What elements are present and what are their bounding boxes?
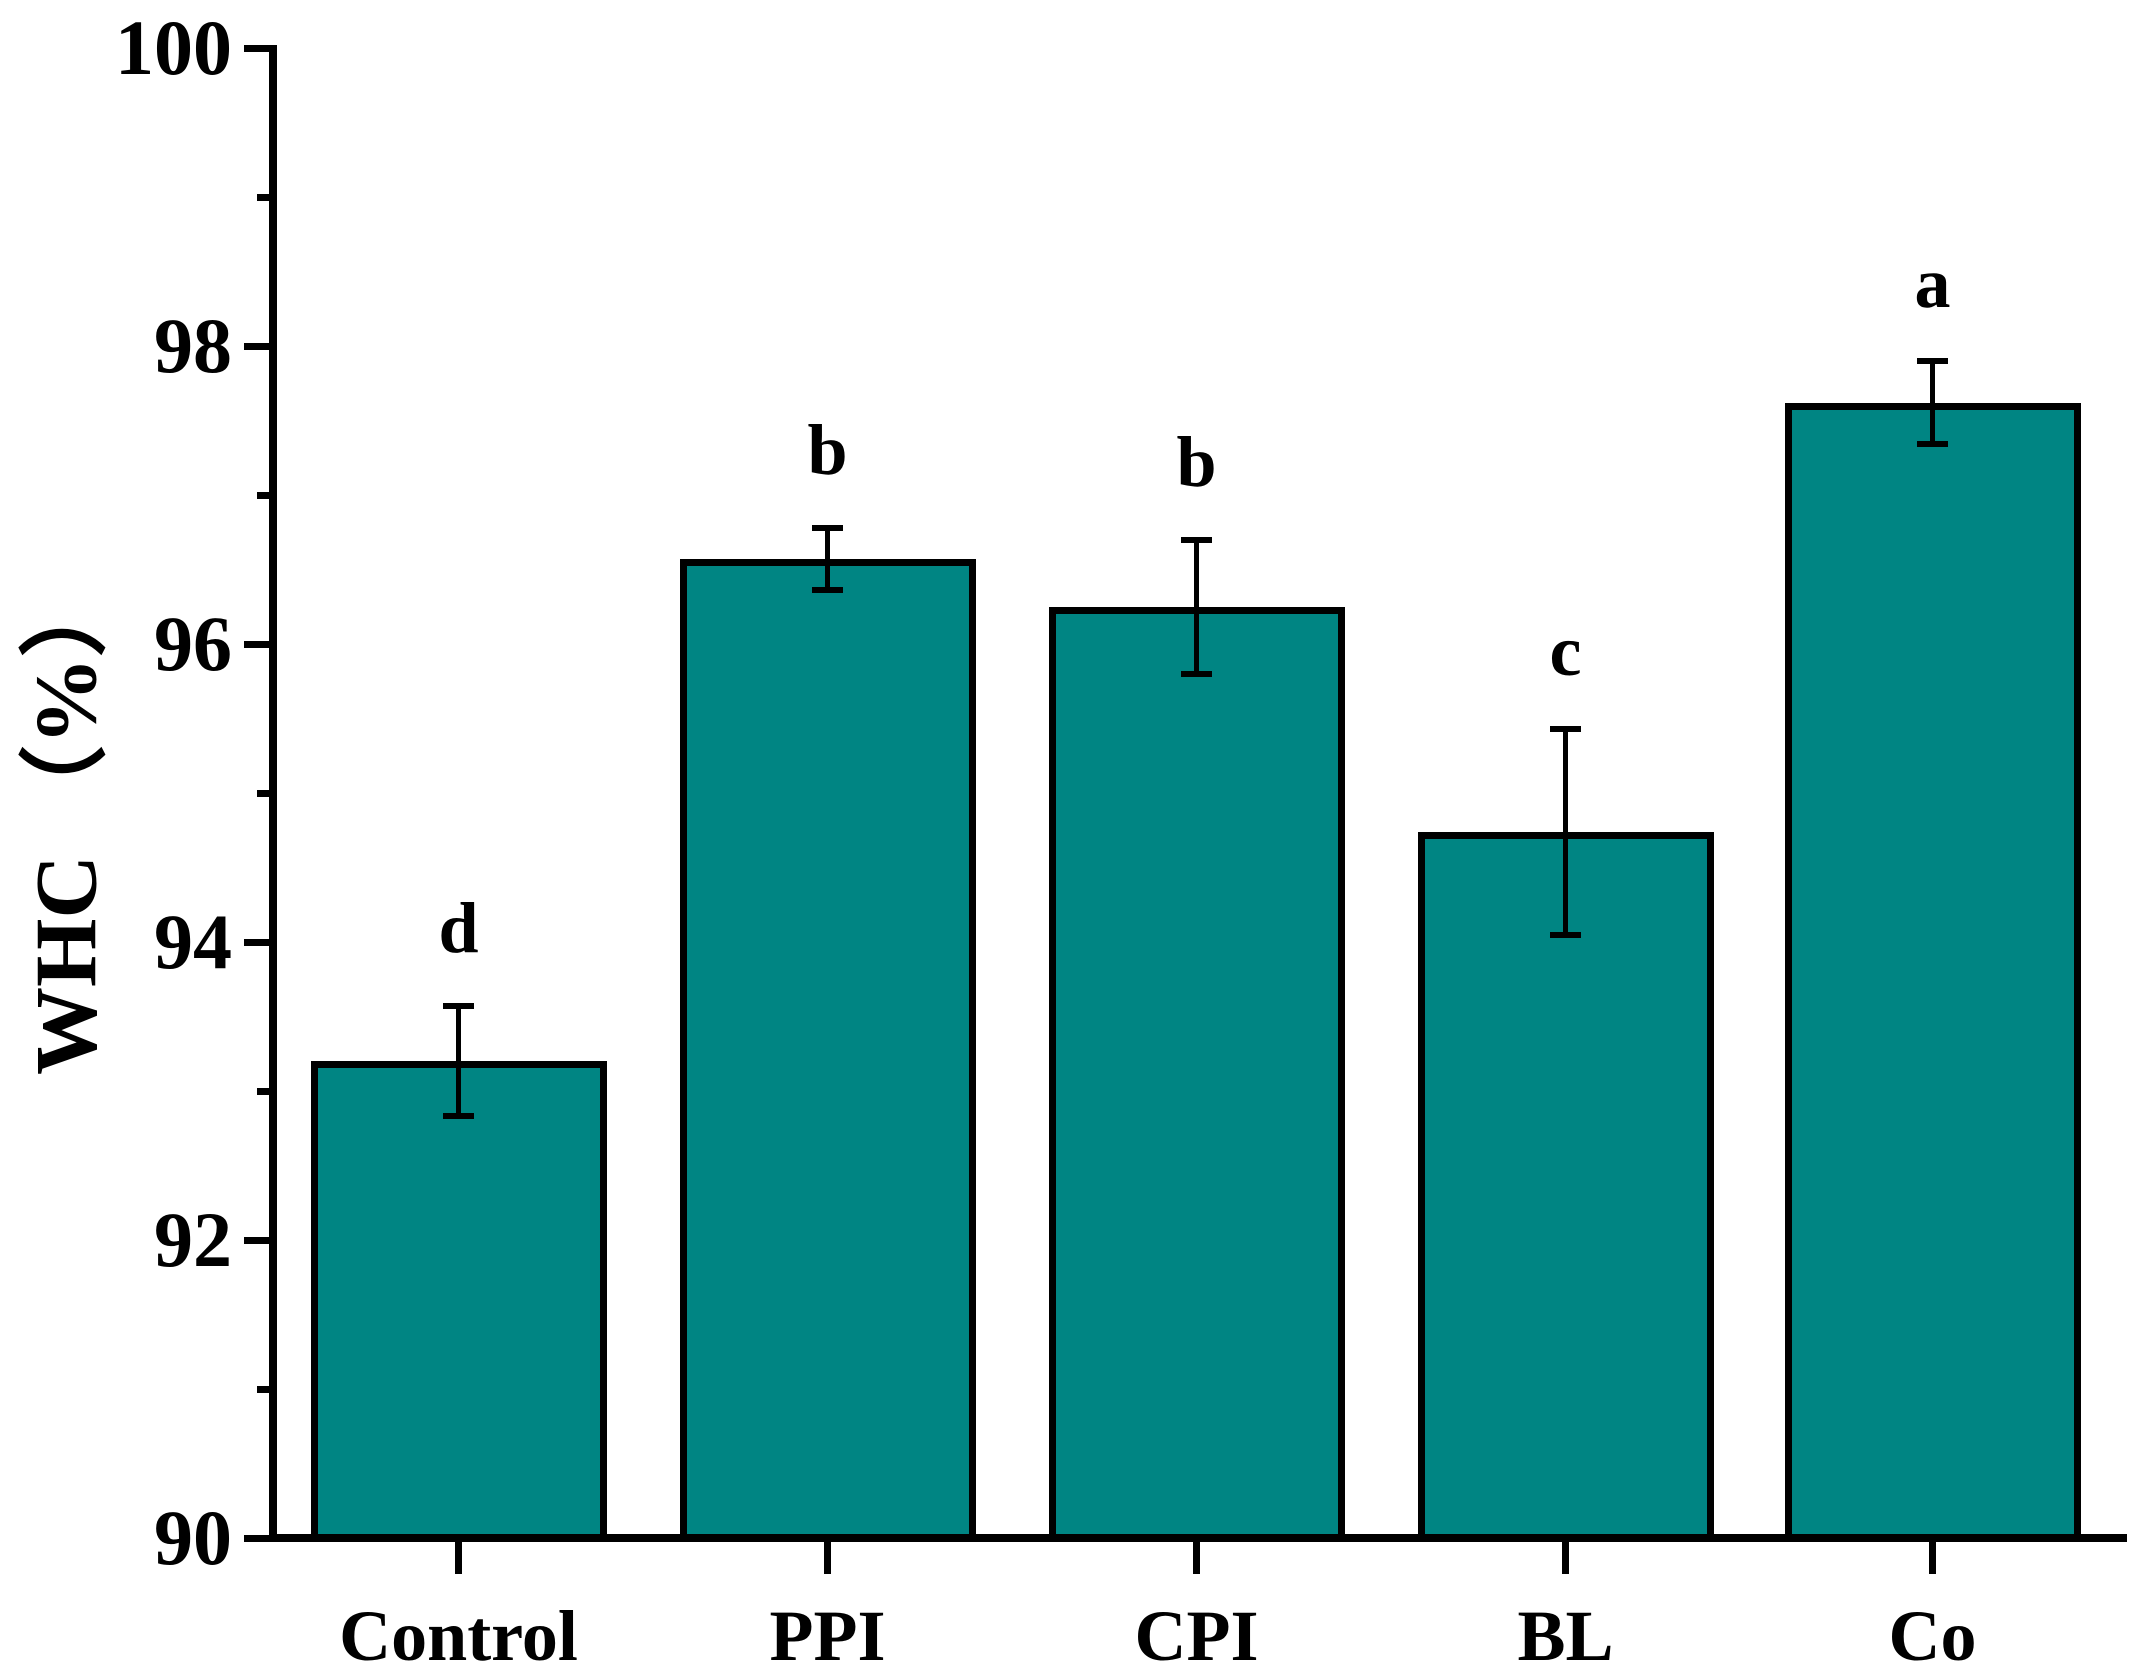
y-tick-label: 98 xyxy=(154,302,232,389)
error-bar xyxy=(825,527,830,591)
y-major-tick xyxy=(244,938,277,946)
x-tick xyxy=(455,1542,462,1574)
error-bar-bottom-cap xyxy=(812,587,843,594)
y-tick-label: 94 xyxy=(154,898,232,985)
y-major-tick xyxy=(244,342,277,350)
error-bar-top-cap xyxy=(1917,357,1948,364)
error-bar-top-cap xyxy=(1181,536,1212,543)
bar-ppi xyxy=(679,559,976,1542)
y-major-tick xyxy=(244,44,277,52)
x-tick xyxy=(1193,1542,1200,1574)
x-category-label: Co xyxy=(1888,1596,1977,1665)
bar-control xyxy=(310,1061,607,1542)
y-major-tick xyxy=(244,1236,277,1244)
y-tick-label: 96 xyxy=(154,600,232,687)
error-bar-bottom-cap xyxy=(1550,931,1581,938)
y-minor-tick xyxy=(257,1385,277,1393)
x-axis-line xyxy=(269,1534,2127,1542)
y-minor-tick xyxy=(257,1087,277,1095)
y-tick-label: 92 xyxy=(154,1196,232,1283)
y-tick-label: 90 xyxy=(154,1494,232,1581)
x-tick xyxy=(1562,1542,1569,1574)
error-bar xyxy=(456,1006,461,1117)
y-major-tick xyxy=(244,1534,277,1542)
significance-letter: d xyxy=(438,888,479,969)
y-tick-label: 100 xyxy=(115,4,232,91)
error-bar xyxy=(1194,539,1199,674)
significance-letter: b xyxy=(1176,421,1217,502)
y-minor-tick xyxy=(257,789,277,797)
x-category-label: BL xyxy=(1517,1596,1614,1665)
significance-letter: c xyxy=(1549,610,1582,691)
significance-letter: a xyxy=(1914,242,1951,323)
significance-letter: b xyxy=(807,409,848,490)
error-bar-bottom-cap xyxy=(443,1113,474,1120)
error-bar-top-cap xyxy=(1550,725,1581,732)
y-minor-tick xyxy=(257,491,277,499)
bar-co xyxy=(1784,402,2081,1542)
x-tick xyxy=(1929,1542,1936,1574)
error-bar-bottom-cap xyxy=(1917,441,1948,448)
bar-bl xyxy=(1417,831,1714,1542)
error-bar-bottom-cap xyxy=(1181,670,1212,677)
x-category-label: PPI xyxy=(769,1596,886,1665)
error-bar-top-cap xyxy=(443,1003,474,1010)
y-minor-tick xyxy=(257,193,277,201)
y-major-tick xyxy=(244,640,277,648)
error-bar xyxy=(1563,728,1568,935)
x-category-label: Control xyxy=(339,1596,578,1665)
error-bar-top-cap xyxy=(812,524,843,531)
error-bar xyxy=(1930,360,1935,445)
x-category-label: CPI xyxy=(1134,1596,1259,1665)
bar-cpi xyxy=(1048,606,1345,1542)
x-tick xyxy=(824,1542,831,1574)
